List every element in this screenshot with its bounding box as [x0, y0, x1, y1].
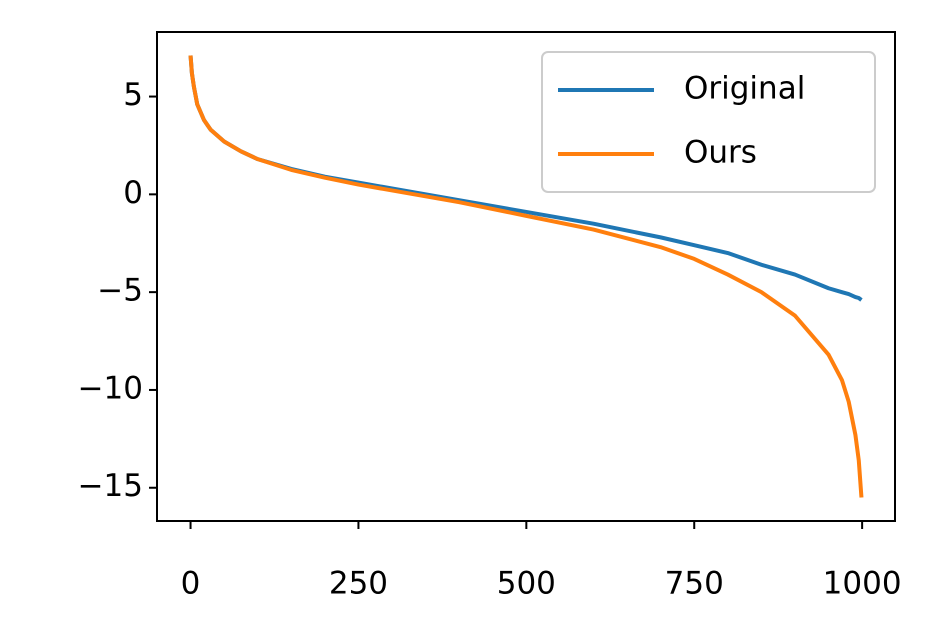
x-tick-label: 750 — [665, 566, 724, 602]
legend-label: Original — [684, 71, 805, 107]
plot-frame — [156, 31, 896, 522]
x-tick-label: 500 — [497, 566, 556, 602]
y-tick-label: 0 — [123, 175, 143, 211]
legend-label: Ours — [684, 135, 757, 171]
line — [188, 55, 864, 498]
x-tick-label: 1000 — [823, 566, 902, 602]
y-tick-label: 5 — [123, 77, 143, 113]
y-tick-label: −10 — [78, 370, 143, 406]
x-tick-label: 250 — [329, 566, 388, 602]
legend-box — [541, 51, 876, 193]
y-tick-label: −15 — [78, 468, 143, 504]
x-tick-label: 0 — [181, 566, 201, 602]
y-tick-label: −5 — [97, 273, 143, 309]
